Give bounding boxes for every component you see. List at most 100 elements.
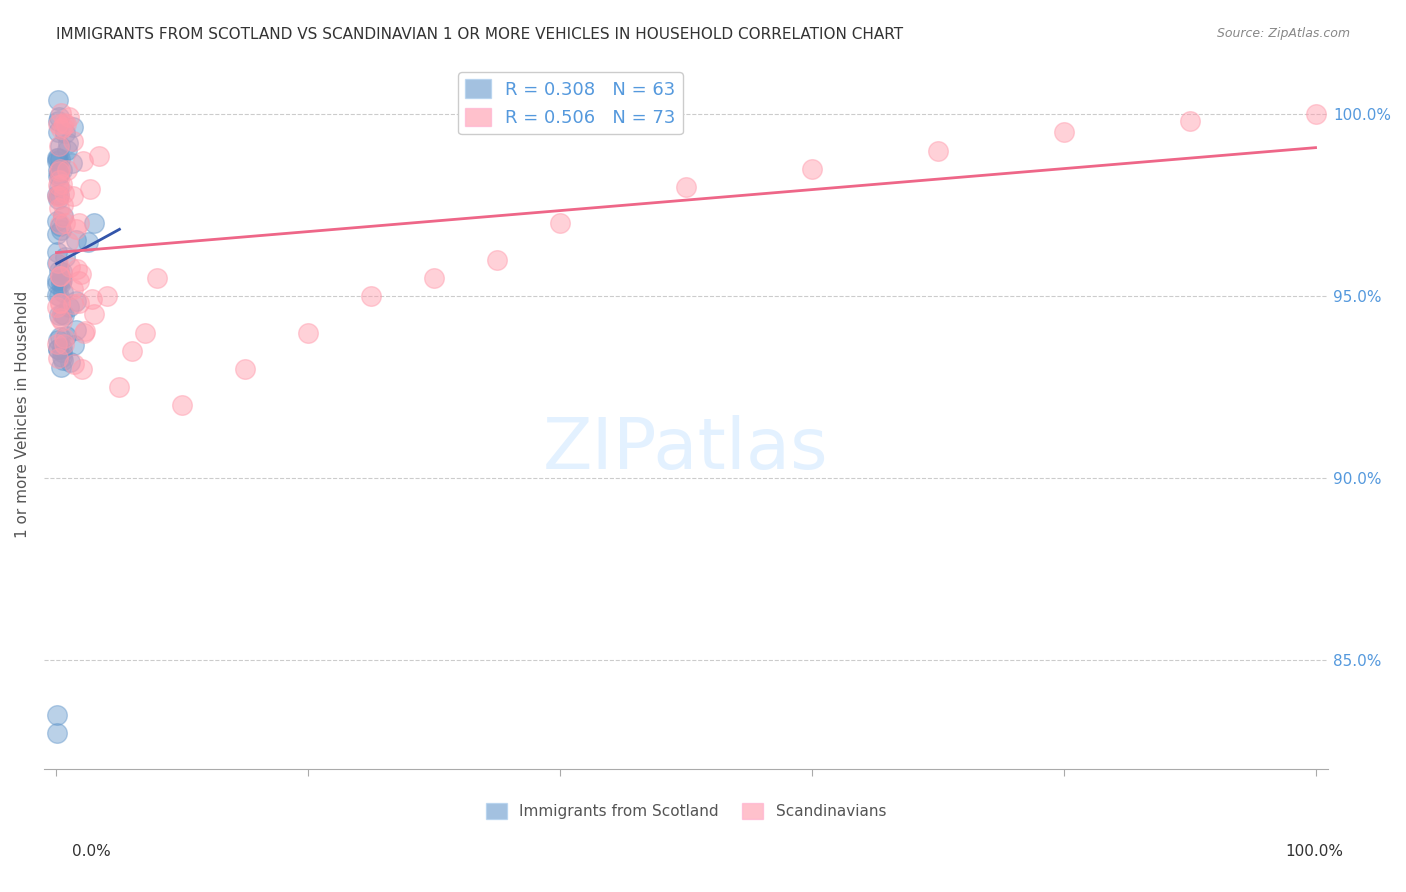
Point	[62, 189, 84, 203]
Point	[46, 333, 69, 347]
Point	[49, 268, 72, 283]
Point	[49, 296, 72, 310]
Y-axis label: 1 or more Vehicles in Household: 1 or more Vehicles in Household	[15, 291, 30, 538]
Point	[65, 293, 87, 308]
Point	[51, 264, 73, 278]
Point	[45, 245, 67, 260]
Point	[79, 182, 101, 196]
Point	[51, 314, 73, 328]
Text: ZIPatlas: ZIPatlas	[543, 416, 828, 484]
Point	[96, 289, 118, 303]
Point	[62, 358, 84, 372]
Text: IMMIGRANTS FROM SCOTLAND VS SCANDINAVIAN 1 OR MORE VEHICLES IN HOUSEHOLD CORRELA: IMMIGRANTS FROM SCOTLAND VS SCANDINAVIAN…	[56, 27, 904, 42]
Point	[46, 189, 69, 203]
Point	[121, 343, 143, 358]
Point	[675, 180, 697, 194]
Point	[46, 93, 69, 107]
Point	[46, 227, 69, 242]
Point	[45, 277, 67, 291]
Point	[1178, 114, 1201, 128]
Point	[65, 324, 87, 338]
Point	[46, 351, 69, 365]
Point	[53, 127, 76, 141]
Point	[51, 177, 73, 191]
Point	[48, 289, 70, 303]
Point	[360, 289, 382, 303]
Point	[46, 192, 69, 206]
Legend: Immigrants from Scotland, Scandinavians: Immigrants from Scotland, Scandinavians	[479, 797, 893, 825]
Point	[49, 218, 72, 232]
Point	[53, 216, 76, 230]
Point	[49, 311, 72, 326]
Point	[48, 125, 70, 139]
Point	[52, 120, 75, 134]
Point	[1053, 125, 1076, 139]
Point	[62, 338, 84, 352]
Point	[51, 344, 73, 359]
Point	[48, 201, 70, 215]
Point	[46, 273, 69, 287]
Point	[82, 292, 104, 306]
Point	[59, 260, 82, 274]
Point	[48, 342, 70, 356]
Point	[89, 149, 111, 163]
Point	[55, 163, 77, 178]
Point	[48, 139, 70, 153]
Point	[48, 308, 70, 322]
Text: 100.0%: 100.0%	[1285, 845, 1344, 859]
Point	[51, 350, 73, 364]
Point	[108, 380, 131, 394]
Point	[49, 219, 72, 234]
Point	[83, 216, 105, 230]
Point	[70, 362, 93, 376]
Point	[51, 163, 73, 178]
Point	[297, 326, 319, 340]
Point	[72, 154, 94, 169]
Point	[49, 269, 72, 284]
Point	[53, 337, 76, 351]
Point	[46, 707, 69, 722]
Point	[134, 326, 156, 340]
Point	[49, 296, 72, 310]
Point	[62, 134, 84, 148]
Point	[62, 297, 84, 311]
Point	[48, 264, 70, 278]
Point	[45, 214, 67, 228]
Point	[67, 296, 90, 310]
Point	[49, 276, 72, 290]
Point	[48, 139, 70, 153]
Point	[49, 106, 72, 120]
Point	[45, 188, 67, 202]
Point	[52, 331, 75, 345]
Point	[52, 186, 75, 200]
Point	[486, 252, 509, 267]
Point	[52, 353, 75, 368]
Point	[65, 233, 87, 247]
Point	[65, 222, 87, 236]
Point	[66, 261, 89, 276]
Point	[49, 161, 72, 176]
Point	[1305, 107, 1327, 121]
Point	[548, 216, 571, 230]
Point	[49, 223, 72, 237]
Point	[52, 209, 75, 223]
Point	[46, 726, 69, 740]
Point	[46, 154, 69, 169]
Point	[46, 342, 69, 356]
Point	[48, 189, 70, 203]
Point	[46, 256, 69, 270]
Point	[45, 288, 67, 302]
Point	[69, 267, 91, 281]
Point	[46, 151, 69, 165]
Point	[52, 309, 75, 323]
Point	[48, 180, 70, 194]
Point	[48, 169, 70, 183]
Point	[55, 143, 77, 157]
Point	[55, 329, 77, 343]
Point	[62, 282, 84, 296]
Point	[927, 144, 949, 158]
Point	[46, 152, 69, 166]
Point	[46, 162, 69, 177]
Point	[800, 161, 823, 176]
Point	[77, 235, 100, 249]
